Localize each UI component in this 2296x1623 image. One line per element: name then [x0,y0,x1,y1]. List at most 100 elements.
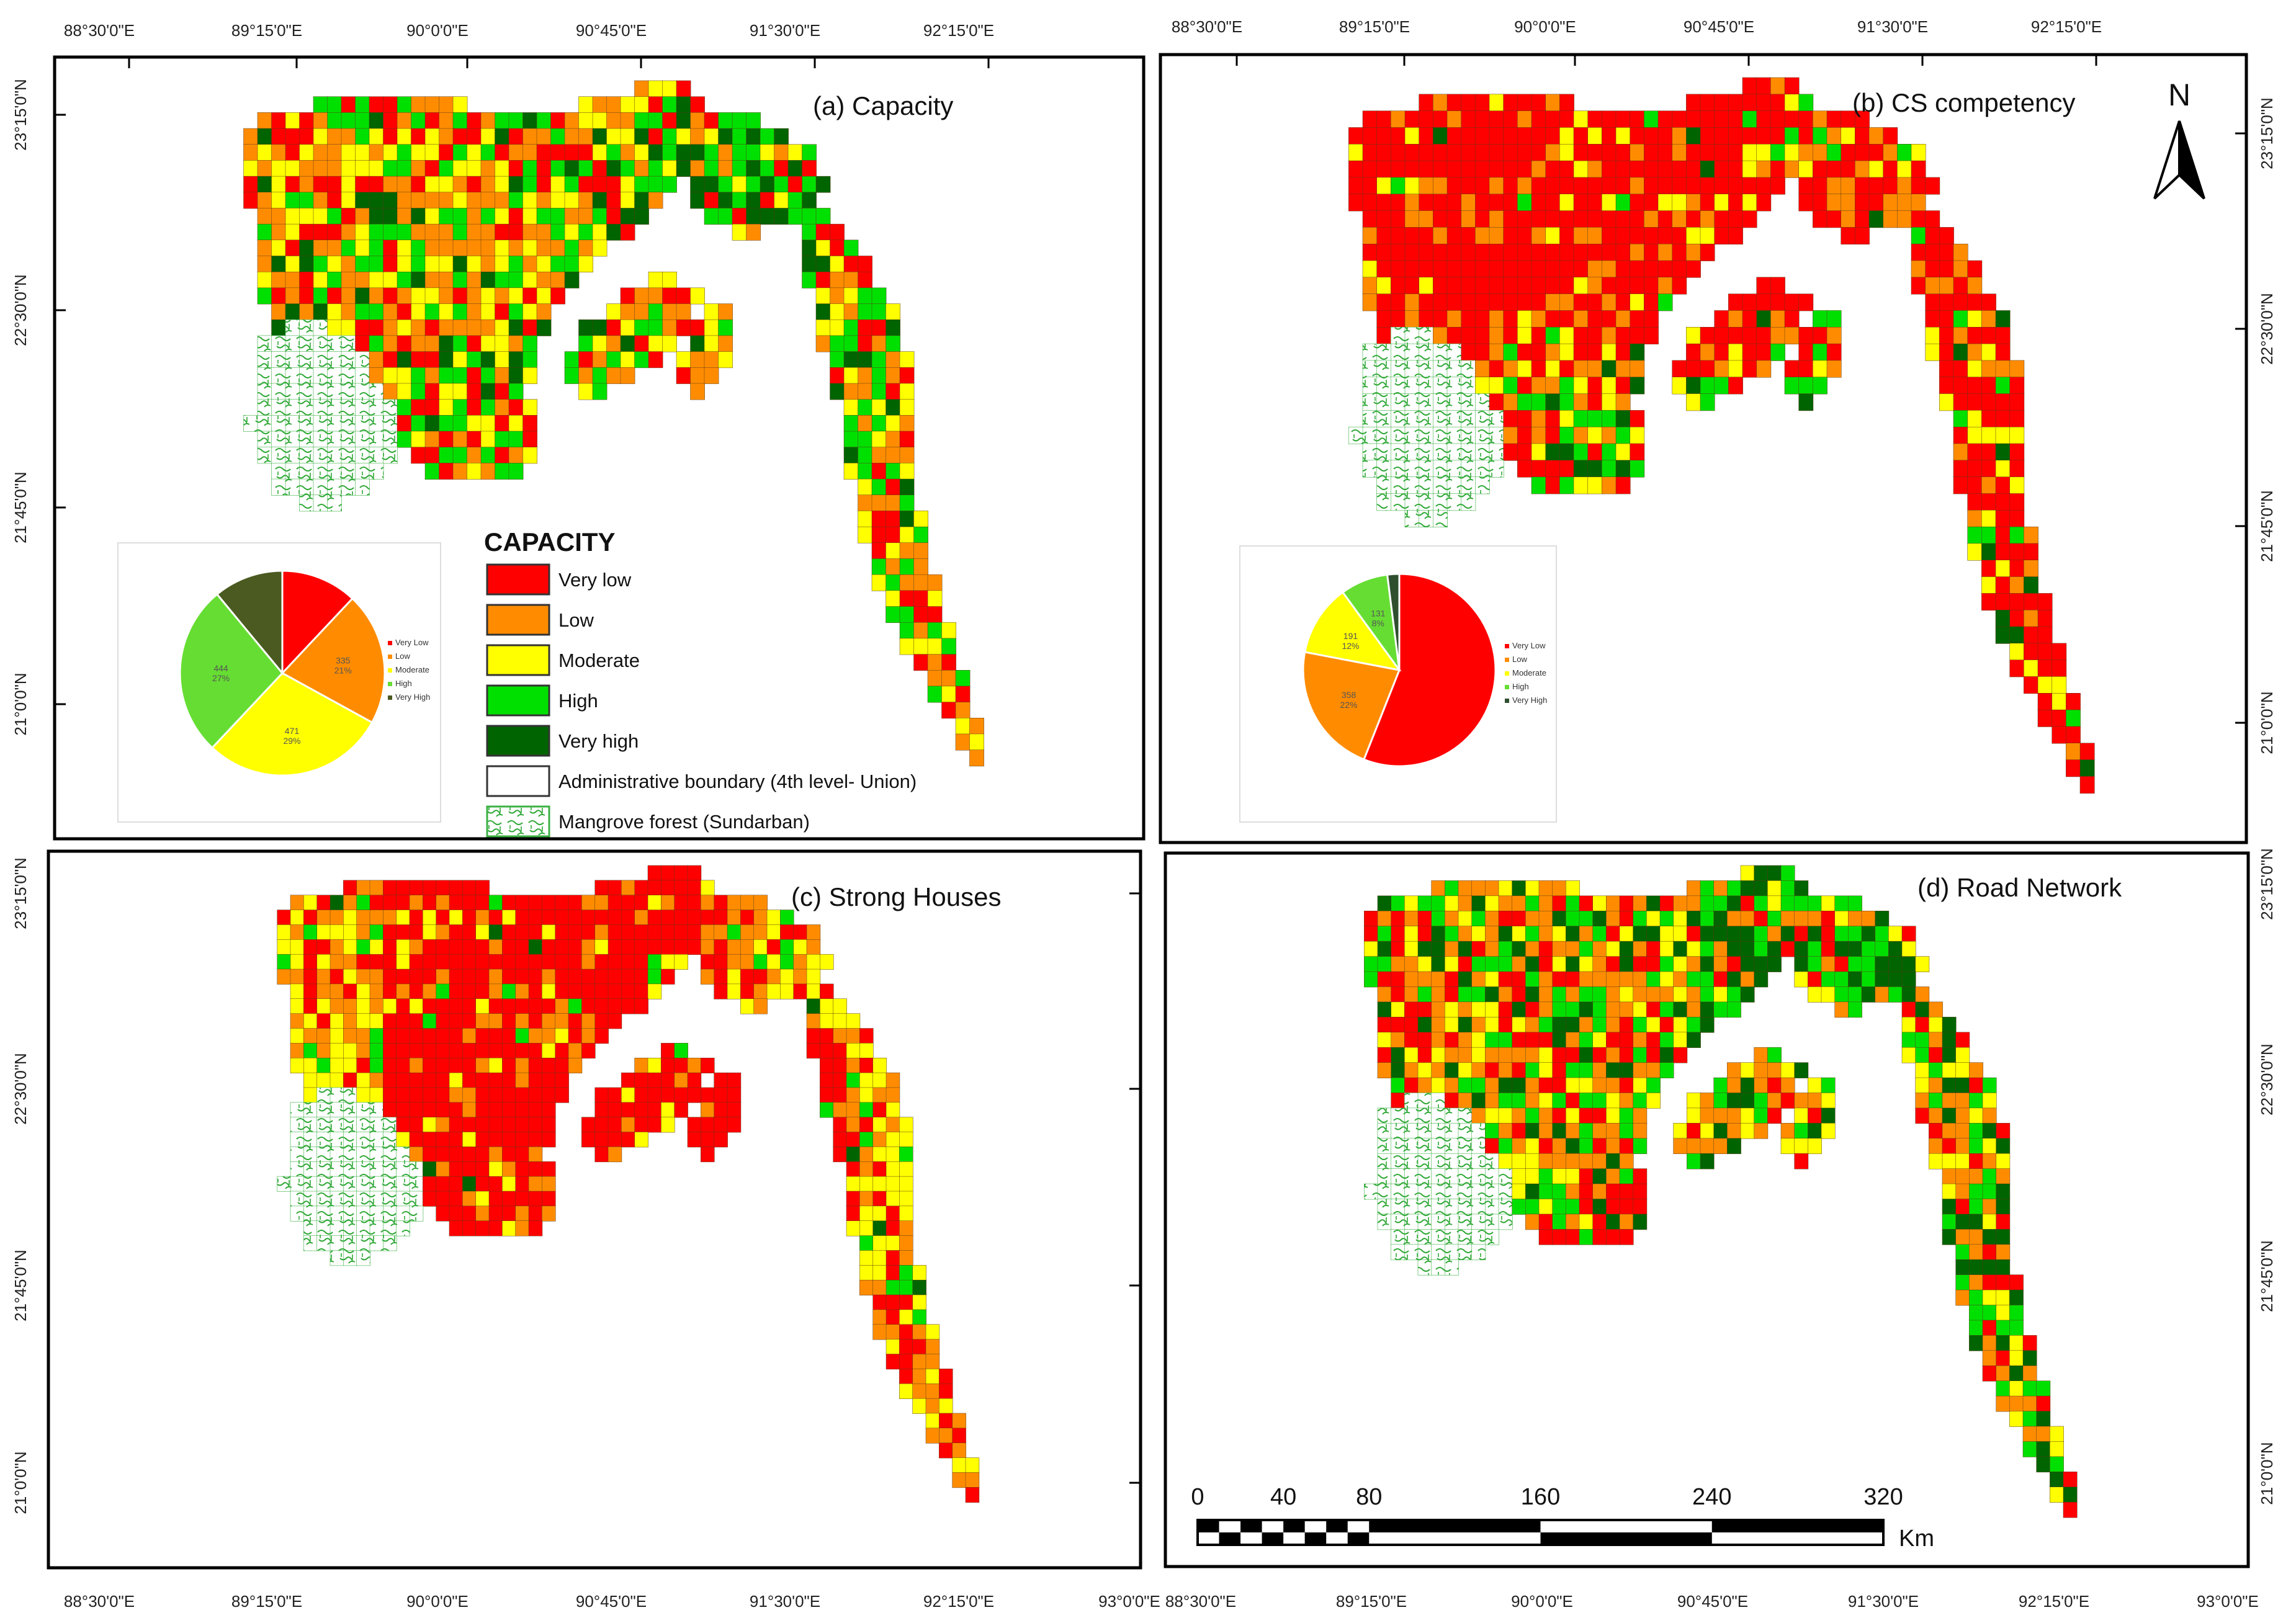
pie-legend-swatch [388,668,392,673]
legend-label: Moderate [558,650,640,671]
scale-bar-segment [1219,1532,1241,1545]
pie-legend-label: High [1512,682,1529,691]
scale-tick-label: 320 [1863,1484,1903,1510]
scale-unit: Km [1899,1526,1934,1552]
legend-label: Low [558,609,594,631]
latitude-label: 21°0'0"N [2258,691,2276,754]
longitude-label: 92°15'0"E [2031,17,2102,36]
longitude-label: 89°15'0"E [1339,17,1410,36]
longitude-label: 93°0'0"E [2197,1592,2259,1611]
panel-d-map [1364,865,2078,1518]
legend-swatch [486,563,550,596]
legend-swatch [486,684,550,717]
scale-tick-label: 240 [1692,1484,1731,1510]
scale-bar-segment [1326,1520,1348,1532]
pie-legend-label: High [395,679,412,688]
capacity-legend: CAPACITY Very low Low Moderate High Very hig… [484,527,917,838]
scale-tick-label: 160 [1521,1484,1560,1510]
longitude-label: 90°45'0"E [1684,17,1754,36]
latitude-label: 21°0'0"N [2258,1442,2276,1505]
pie-legend-label: Very High [1512,695,1547,705]
legend-label: High [558,690,598,712]
scale-bar-segment [1369,1520,1541,1532]
scale-bar-segment [1262,1532,1284,1545]
longitude-label: 91°30'0"E [1857,17,1928,36]
pie-slice [280,597,386,724]
latitude-label: 21°45'0"N [2258,1240,2276,1312]
longitude-label: 90°0'0"E [1514,17,1576,36]
longitude-label: 88°30'0"E [64,21,135,40]
latitude-label: 22°30'0"N [2258,1044,2276,1116]
panel-a-map [243,80,984,767]
legend-label: Very high [558,730,639,752]
coordinate-labels: 88°30'0"E 88°30'0"E 89°15'0"E 89°15'0"E 90°0… [11,17,2276,1611]
pie-slice [1302,651,1401,761]
legend-swatch [486,805,550,838]
north-arrow-right [2178,120,2205,200]
scale-tick-label: 40 [1270,1484,1296,1510]
latitude-label: 21°45'0"N [11,1250,30,1321]
pie-data-label: 22% [1340,700,1357,710]
longitude-label: 88°30'0"E [64,1592,135,1611]
legend-title: CAPACITY [484,527,616,557]
longitude-label: 91°30'0"E [750,21,820,40]
north-arrow-label: N [2168,78,2191,112]
longitude-label: 92°15'0"E [923,21,994,40]
legend-label: Mangrove forest (Sundarban) [558,811,810,833]
longitude-label: 90°0'0"E [1511,1592,1573,1611]
panel-d-title: (d) Road Network [1917,873,2122,902]
pie-legend-label: Very High [395,692,430,702]
pie-data-label: 29% [283,736,300,746]
longitude-label: 91°30'0"E [750,1592,820,1611]
scale-bar-segment [1304,1532,1327,1545]
pie-legend-swatch [388,682,392,686]
pie-legend-label: Moderate [395,665,429,674]
scale-bar: 0 40 80 160 240 320 Km [1191,1484,1934,1552]
longitude-label: 88°30'0"E [1165,1592,1236,1611]
pie-data-label: 358 [1342,690,1357,700]
pie-legend-swatch [388,655,392,659]
pie-legend-swatch [1505,658,1509,662]
legend-swatch [486,604,550,636]
pie-slice [179,592,284,749]
latitude-label: 23°15'0"N [11,857,30,929]
latitude-label: 22°30'0"N [2258,293,2276,365]
scale-bar-segment [1540,1532,1712,1545]
legend-label: Administrative boundary (4th level- Unio… [558,771,917,792]
pie-legend-swatch [1505,644,1509,648]
panel-b-map [1348,77,2095,794]
longitude-label: 90°0'0"E [406,21,469,40]
pie-legend-swatch [1505,699,1509,703]
panel-b-title: (b) CS competency [1852,88,2075,117]
longitude-label: 89°15'0"E [231,21,302,40]
pie-slice [281,570,354,676]
latitude-label: 21°45'0"N [2258,490,2276,562]
longitude-label: 90°45'0"E [576,1592,647,1611]
pie-slice [1386,573,1401,671]
pie-legend-label: Low [1512,655,1527,664]
pie-legend-swatch [1505,671,1509,676]
pie-legend-label: Very Low [395,638,429,647]
scale-bar-segment [1240,1520,1262,1532]
pie-slice [210,672,374,777]
legend-swatch [486,765,550,797]
latitude-label: 22°30'0"N [11,1053,30,1125]
pie-legend-label: Very Low [1512,641,1546,650]
scale-bar-segment [1711,1520,1883,1532]
longitude-label: 90°45'0"E [576,21,647,40]
scale-tick-label: 0 [1191,1484,1204,1510]
panel-a-title: (a) Capacity [813,91,953,120]
pie-data-label: 335 [336,656,351,666]
pie-data-label: 27% [212,673,230,683]
panel-c-map [277,865,980,1503]
longitude-label: 90°0'0"E [406,1592,469,1611]
pie-data-label: 21% [334,666,352,676]
north-arrow: N [2153,78,2205,200]
longitude-label: 90°45'0"E [1677,1592,1748,1611]
scale-bar-segment [1347,1532,1370,1545]
legend-swatch [486,644,550,676]
pie-legend-label: Low [395,651,410,661]
